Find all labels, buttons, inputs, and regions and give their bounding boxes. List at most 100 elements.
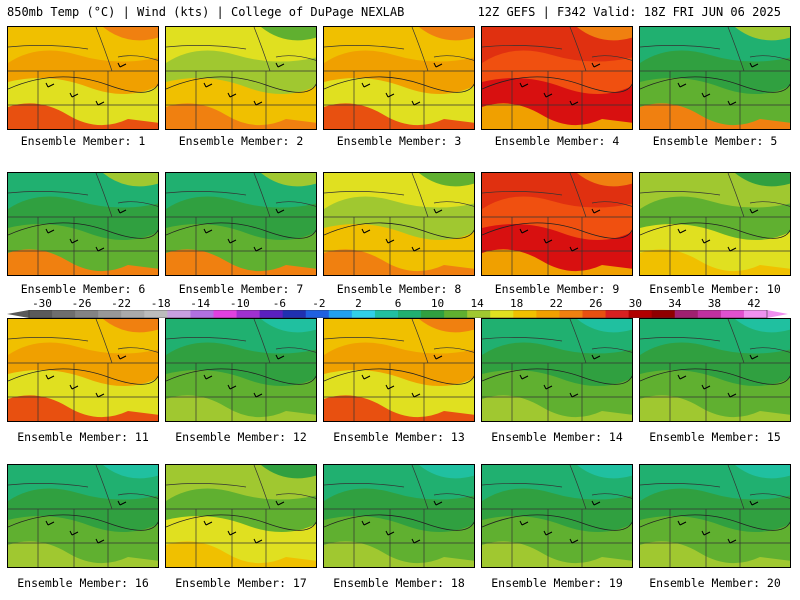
temperature-field (8, 465, 158, 567)
member-caption: Ensemble Member: 10 (649, 282, 781, 296)
ensemble-member-map (639, 26, 791, 130)
ensemble-member-map (481, 464, 633, 568)
member-caption: Ensemble Member: 17 (175, 576, 307, 590)
color-scale-swatch (167, 310, 191, 318)
ensemble-member-map (481, 172, 633, 276)
color-scale-label: 42 (747, 297, 761, 310)
ensemble-member-map (639, 464, 791, 568)
temperature-field (640, 319, 790, 421)
member-caption: Ensemble Member: 12 (175, 430, 307, 444)
color-scale-label: 2 (355, 297, 362, 310)
member-caption: Ensemble Member: 4 (494, 134, 620, 148)
member-caption: Ensemble Member: 18 (333, 576, 465, 590)
color-scale-label: -30 (32, 297, 52, 310)
color-scale-label: 26 (589, 297, 603, 310)
color-scale-swatch (467, 310, 491, 318)
color-scale-swatch (720, 310, 745, 318)
color-scale-swatch (513, 310, 537, 318)
ensemble-member-map (323, 464, 475, 568)
color-scale-label: 6 (394, 297, 402, 310)
member-caption: Ensemble Member: 3 (336, 134, 462, 148)
temperature-field (482, 27, 632, 129)
color-scale-label: 10 (430, 297, 445, 310)
ensemble-member-map (165, 318, 317, 422)
temperature-field (482, 173, 632, 275)
temperature-field (324, 319, 474, 421)
temperature-field (324, 465, 474, 567)
member-caption: Ensemble Member: 2 (178, 134, 304, 148)
color-scale-swatch (351, 310, 376, 318)
color-scale-swatch (651, 310, 676, 318)
color-scale-swatch (190, 310, 214, 318)
temperature-field (324, 173, 474, 275)
ensemble-member-map (639, 172, 791, 276)
color-scale-label: 14 (470, 297, 484, 310)
temperature-field (640, 465, 790, 567)
color-scale-swatch (743, 310, 768, 318)
color-scale-label: -22 (111, 297, 132, 310)
color-scale-swatch (628, 310, 653, 318)
color-scale-swatch (421, 310, 445, 318)
ensemble-member-map (481, 26, 633, 130)
temperature-field (324, 27, 474, 129)
color-scale-swatch (52, 310, 76, 318)
color-scale-swatch (559, 310, 583, 318)
color-scale-label: -10 (229, 297, 250, 310)
ensemble-member-map (7, 26, 159, 130)
color-scale-label: -14 (190, 297, 211, 310)
color-scale-label: 18 (510, 297, 524, 310)
ensemble-member-map (323, 172, 475, 276)
color-scale-swatch (259, 310, 284, 318)
ensemble-member-map (481, 318, 633, 422)
member-caption: Ensemble Member: 5 (652, 134, 778, 148)
temperature-field (8, 173, 158, 275)
color-scale-swatch (236, 310, 261, 318)
ensemble-member-map (7, 318, 159, 422)
color-scale-swatch (29, 310, 53, 318)
color-scale-swatch (144, 310, 168, 318)
color-scale-label: -2 (312, 297, 326, 310)
ensemble-member-map (323, 318, 475, 422)
temperature-field (482, 319, 632, 421)
color-scale-swatch (98, 310, 122, 318)
color-scale-label: 30 (628, 297, 642, 310)
ensemble-member-map (165, 172, 317, 276)
member-caption: Ensemble Member: 15 (649, 430, 781, 444)
ensemble-member-map (639, 318, 791, 422)
color-scale-swatch (674, 310, 699, 318)
color-scale-swatch (697, 310, 722, 318)
color-scale-swatch (444, 310, 468, 318)
color-scale-swatch (121, 310, 145, 318)
temperature-field (8, 27, 158, 129)
color-scale-label: -26 (71, 297, 92, 310)
temperature-field (640, 27, 790, 129)
temperature-field (640, 173, 790, 275)
color-scale-swatch (605, 310, 630, 318)
color-scale-swatch (374, 310, 399, 318)
temperature-field (166, 319, 316, 421)
ensemble-member-map (323, 26, 475, 130)
color-scale-label: 22 (549, 297, 563, 310)
member-caption: Ensemble Member: 6 (20, 282, 146, 296)
temperature-field (166, 465, 316, 567)
ensemble-member-map (165, 26, 317, 130)
ensemble-member-map (7, 172, 159, 276)
color-scale-label: 38 (707, 297, 722, 310)
color-scale-label: -18 (150, 297, 171, 310)
chart-title: 850mb Temp (°C) | Wind (kts) | College o… (7, 5, 405, 19)
color-scale-swatch (305, 310, 330, 318)
color-scale-swatch (536, 310, 560, 318)
temperature-field (8, 319, 158, 421)
color-scale-swatch (213, 310, 238, 318)
ensemble-member-map (7, 464, 159, 568)
member-caption: Ensemble Member: 8 (336, 282, 462, 296)
member-caption: Ensemble Member: 20 (649, 576, 781, 590)
color-scale-swatch (328, 310, 353, 318)
color-scale-swatch (282, 310, 307, 318)
color-scale: -30 -26 -22 -18 -14 -10 -6 -2 2 6 10 14 18 22 26 30 34 38… (7, 297, 788, 319)
member-caption: Ensemble Member: 7 (178, 282, 304, 296)
ensemble-member-map (165, 464, 317, 568)
color-scale-bar (7, 310, 788, 318)
member-caption: Ensemble Member: 1 (20, 134, 146, 148)
member-caption: Ensemble Member: 14 (491, 430, 623, 444)
